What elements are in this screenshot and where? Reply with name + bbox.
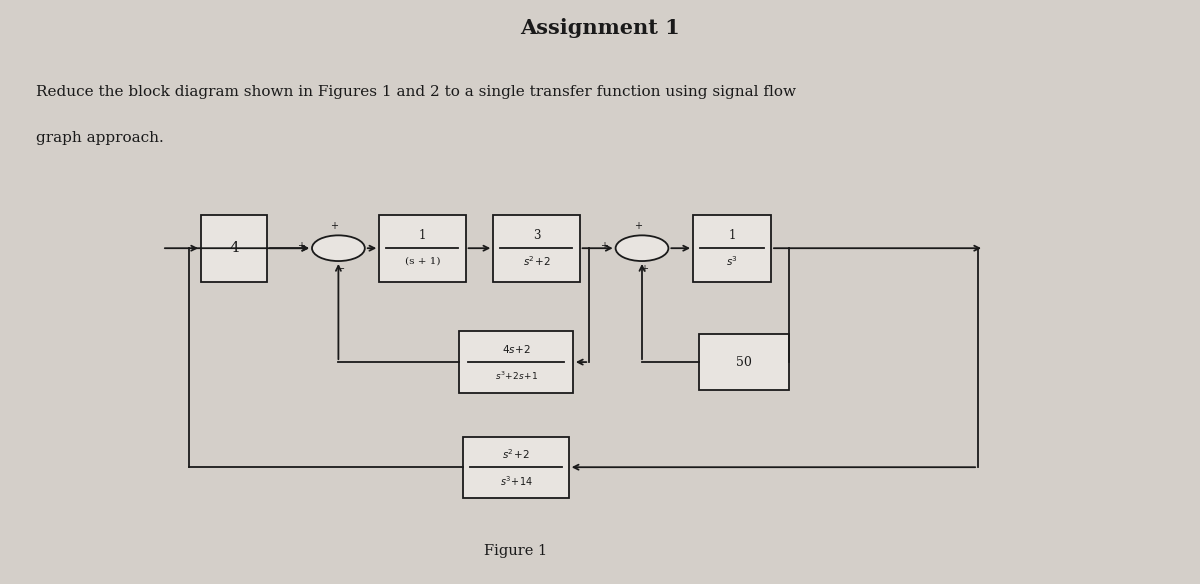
Bar	[463, 437, 569, 498]
Text: (s + 1): (s + 1)	[404, 256, 440, 266]
Text: +: +	[330, 221, 337, 231]
Bar	[698, 334, 790, 390]
Circle shape	[312, 235, 365, 261]
Text: +: +	[600, 241, 608, 252]
Text: 1: 1	[728, 229, 736, 242]
Text: Figure 1: Figure 1	[485, 544, 547, 558]
Text: 50: 50	[736, 356, 752, 369]
Bar	[379, 215, 466, 282]
Text: 1: 1	[419, 229, 426, 242]
Text: $s^3\!+\!14$: $s^3\!+\!14$	[499, 474, 533, 488]
Bar	[694, 215, 772, 282]
Text: $s^2\!+\!2$: $s^2\!+\!2$	[502, 447, 530, 461]
Text: 4: 4	[229, 241, 239, 255]
Text: +: +	[635, 221, 642, 231]
Text: −: −	[337, 264, 344, 274]
Circle shape	[616, 235, 668, 261]
Text: +: +	[641, 264, 648, 274]
Bar	[202, 215, 266, 282]
Text: 3: 3	[533, 229, 540, 242]
Text: $s^3$: $s^3$	[726, 254, 738, 268]
Text: $4s\!+\!2$: $4s\!+\!2$	[502, 343, 530, 354]
Text: graph approach.: graph approach.	[36, 131, 163, 145]
Text: $s^3\!+\!2s\!+\!1$: $s^3\!+\!2s\!+\!1$	[494, 370, 538, 383]
Text: +: +	[296, 241, 305, 252]
Text: Assignment 1: Assignment 1	[520, 18, 680, 37]
Text: $s^2\!+\!2$: $s^2\!+\!2$	[522, 254, 551, 268]
Bar	[458, 332, 574, 392]
Bar	[493, 215, 580, 282]
Text: Reduce the block diagram shown in Figures 1 and 2 to a single transfer function : Reduce the block diagram shown in Figure…	[36, 85, 796, 99]
